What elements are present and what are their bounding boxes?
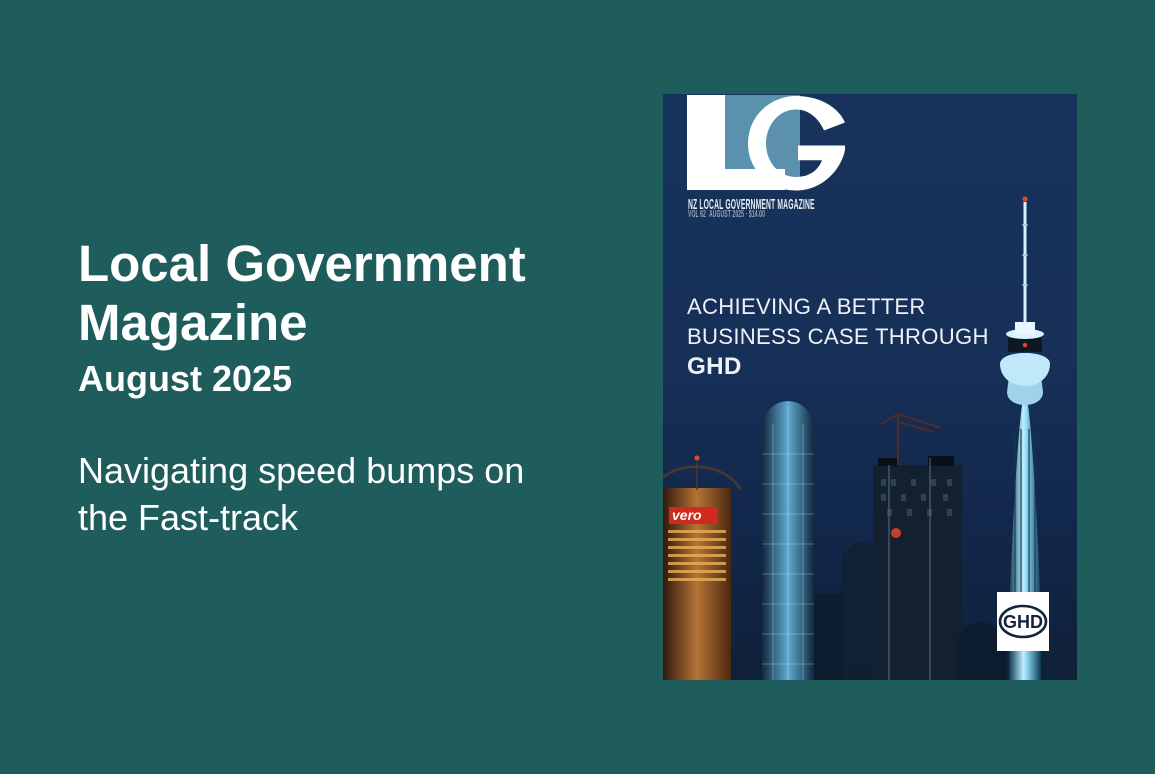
svg-text:GHD: GHD (1003, 612, 1043, 632)
svg-text:vero: vero (672, 507, 702, 523)
